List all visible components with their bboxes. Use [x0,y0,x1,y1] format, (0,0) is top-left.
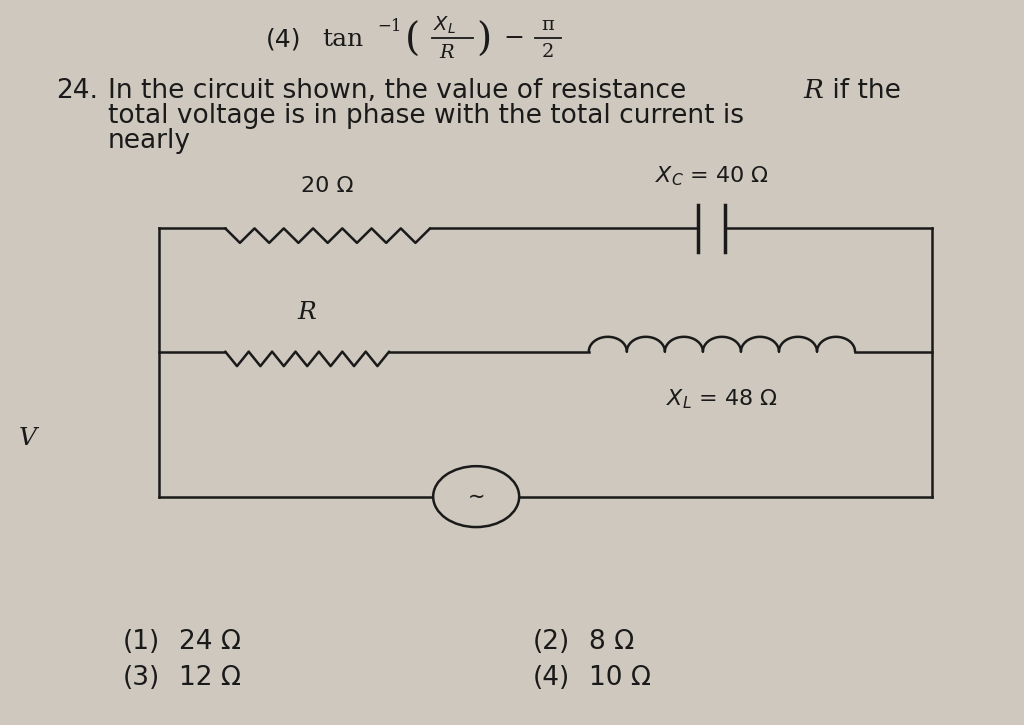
Text: (1): (1) [123,629,160,655]
Text: ): ) [476,21,492,59]
Text: −: − [504,27,525,50]
Text: R: R [298,301,316,324]
Text: (2): (2) [532,629,569,655]
Text: tan: tan [323,28,364,51]
Text: (3): (3) [123,665,160,691]
Text: nearly: nearly [108,128,190,154]
Text: 8 Ω: 8 Ω [589,629,634,655]
Text: R: R [439,44,454,62]
Text: 24.: 24. [56,78,98,104]
Text: ∼: ∼ [467,486,485,507]
Text: 20 Ω: 20 Ω [301,175,354,196]
Text: R: R [804,78,823,103]
Text: (4): (4) [266,28,302,52]
Text: In the circuit shown, the value of resistance: In the circuit shown, the value of resis… [108,78,694,104]
Text: $X_L$ = 48 Ω: $X_L$ = 48 Ω [666,388,778,412]
Text: if the: if the [824,78,901,104]
Text: $X_L$: $X_L$ [433,14,456,36]
Text: −1: −1 [377,18,401,36]
Text: total voltage is in phase with the total current is: total voltage is in phase with the total… [108,103,743,129]
Text: (: ( [404,21,420,59]
Circle shape [433,466,519,527]
Text: $X_C$ = 40 Ω: $X_C$ = 40 Ω [654,165,769,189]
Text: 10 Ω: 10 Ω [589,665,651,691]
Text: 2: 2 [542,44,554,61]
Text: 12 Ω: 12 Ω [179,665,242,691]
Text: π: π [542,17,554,34]
Text: V: V [18,427,37,450]
Text: (4): (4) [532,665,569,691]
Text: 24 Ω: 24 Ω [179,629,242,655]
